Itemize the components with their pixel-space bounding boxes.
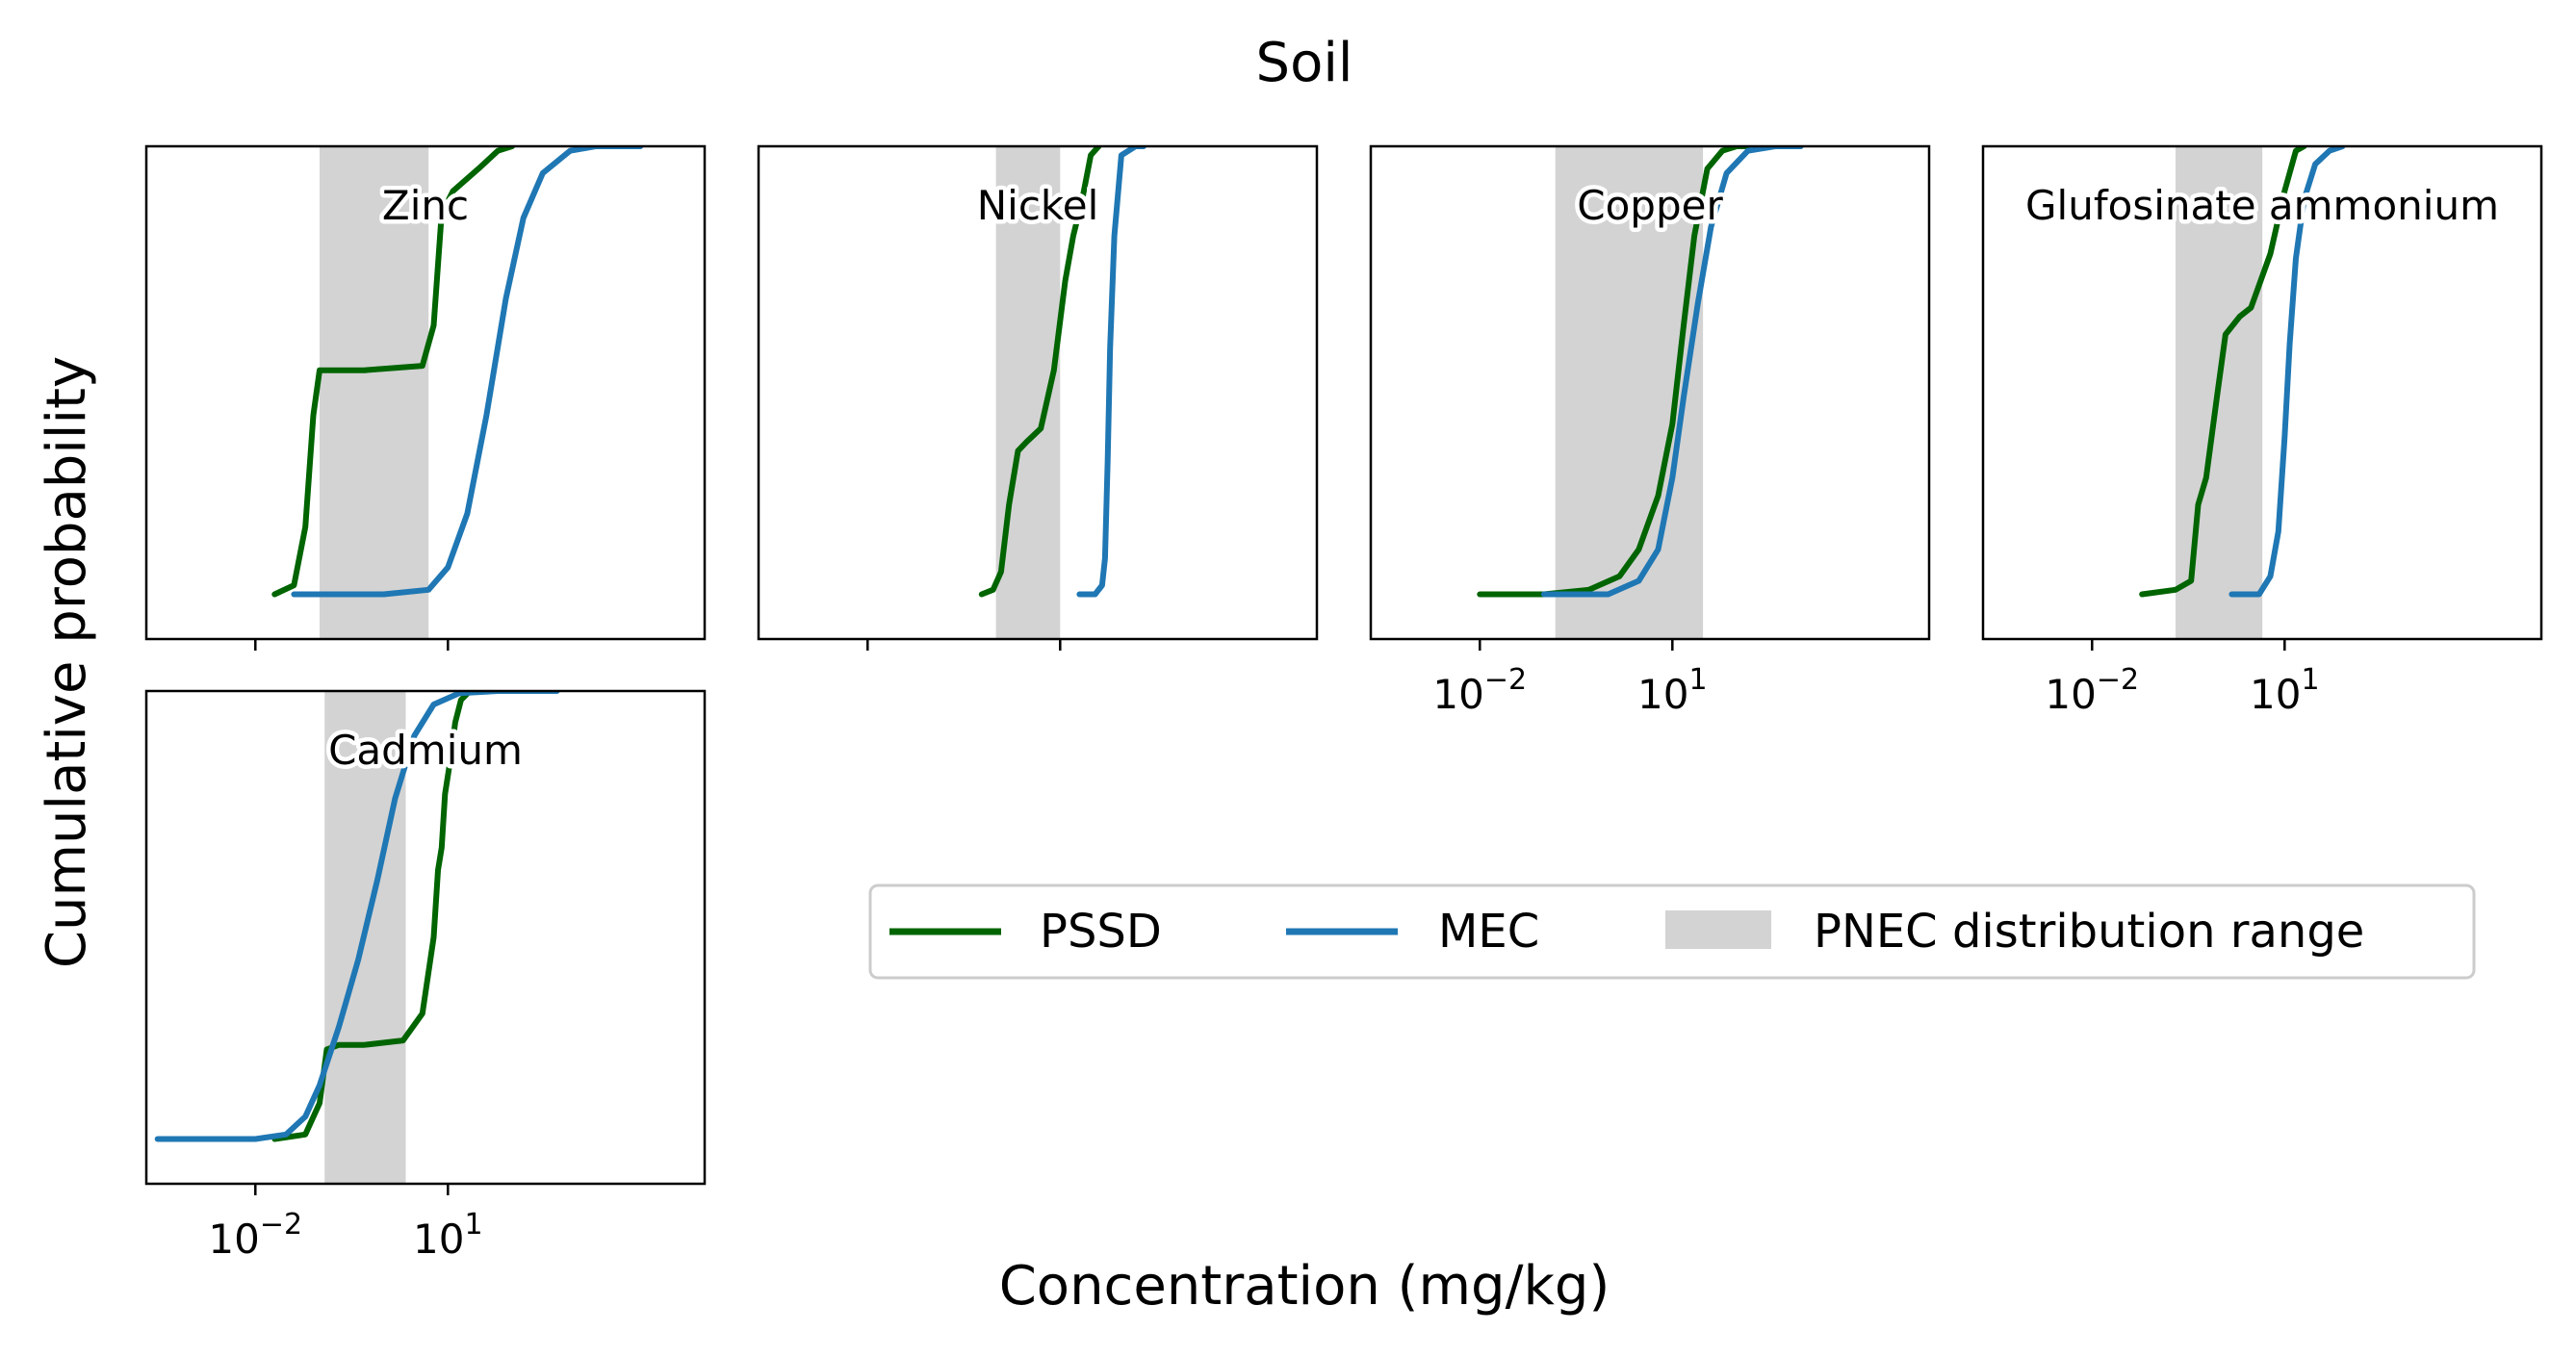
series-line-mec	[2228, 146, 2346, 598]
series-line-mec	[1076, 146, 1146, 598]
panel-copper: 10−2 101 Copper	[1369, 144, 1931, 718]
x-tick-label: 10−2	[2045, 663, 2139, 718]
axes-frame	[144, 689, 707, 1186]
panel-title: Glufosinate ammonium	[2025, 182, 2499, 229]
legend-label-pssd: PSSD	[1040, 905, 1162, 959]
panel-zinc: Zinc	[144, 144, 707, 651]
panel-title: Copper	[1577, 182, 1723, 229]
figure-ylabel: Cumulative probability	[36, 356, 98, 968]
panel-glufosinate-ammonium: 10−2 101 Glufosinate ammonium	[1981, 144, 2543, 718]
panel-title: Nickel	[977, 182, 1099, 229]
panel-cadmium: 10−2 101 Cadmium	[144, 689, 707, 1263]
x-tick-label: 10−2	[208, 1208, 302, 1263]
figure-xlabel: Concentration (mg/kg)	[999, 1255, 1610, 1318]
legend-label-pnec-range: PNEC distribution range	[1814, 905, 2364, 959]
series-line-pssd	[271, 146, 515, 598]
series-line-mec	[291, 146, 644, 598]
pnec-range-band	[319, 146, 429, 639]
series-line-pssd	[1477, 146, 1751, 598]
series-line-pssd	[2139, 146, 2307, 598]
x-tick-label: 10−2	[1432, 663, 1527, 718]
panel-nickel: Nickel	[757, 144, 1319, 651]
axes-frame	[1369, 144, 1931, 641]
series-line-mec	[154, 691, 560, 1142]
axes-frame	[757, 144, 1319, 641]
x-tick-label: 101	[413, 1208, 483, 1263]
axes-frame	[1981, 144, 2543, 641]
panels: Zinc Nickel 10−2 101 Copper 10−2 101 Glufosinat…	[144, 144, 2543, 1263]
legend-label-mec: MEC	[1438, 905, 1539, 959]
legend-swatch-pnec-range	[1665, 910, 1771, 949]
legend: PSSD MEC PNEC distribution range	[868, 883, 2476, 980]
x-tick-label: 101	[2250, 663, 2320, 718]
series-line-pssd	[978, 146, 1102, 598]
panel-title: Cadmium	[328, 727, 523, 774]
panel-title: Zinc	[382, 182, 469, 229]
x-tick-label: 101	[1637, 663, 1708, 718]
figure-title: Soil	[1256, 32, 1353, 94]
series-line-mec	[1541, 146, 1804, 598]
axes-frame	[144, 144, 707, 641]
